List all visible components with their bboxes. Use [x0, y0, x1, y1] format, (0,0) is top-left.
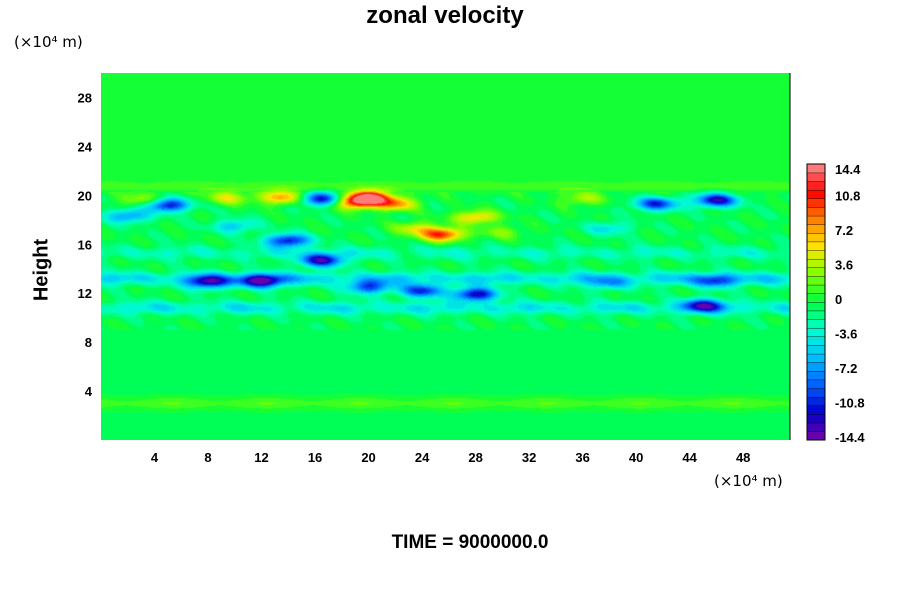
colorbar-swatch-25: [806, 215, 826, 225]
colorbar-swatch-4: [806, 396, 826, 407]
x-tick-label-6: 28: [468, 450, 482, 465]
y-tick-label-5: 24: [78, 139, 93, 154]
heatmap-canvas: [101, 73, 790, 440]
colorbar-frame: [806, 163, 826, 441]
x-tick-label-9: 40: [629, 450, 643, 465]
y-tick-label-6: 28: [78, 90, 92, 105]
colorbar-swatch-8: [806, 362, 826, 372]
chart-title: zonal velocity: [366, 2, 524, 29]
x-tick-label-0: 4: [151, 450, 159, 465]
y-tick-label-1: 8: [85, 335, 92, 350]
colorbar-label-4: 0: [835, 292, 842, 307]
x-axis-unit: (×10⁴ m): [714, 472, 783, 490]
colorbar-swatch-9: [806, 353, 826, 363]
colorbar-swatch-2: [806, 413, 826, 424]
colorbar-swatch-18: [806, 275, 826, 286]
colorbar-swatch-15: [806, 301, 826, 312]
x-tick-label-1: 8: [204, 450, 211, 465]
colorbar-label-5: -3.6: [835, 327, 857, 342]
colorbar-swatch-0: [806, 431, 826, 441]
y-tick-label-4: 20: [78, 188, 92, 203]
colorbar-swatch-6: [806, 379, 826, 389]
colorbar-swatch-14: [806, 310, 826, 320]
colorbar-swatch-12: [806, 327, 826, 338]
colorbar-label-0: 14.4: [835, 162, 861, 177]
x-tick-label-2: 12: [254, 450, 268, 465]
colorbar-swatch-1: [806, 422, 826, 432]
y-axis-unit: (×10⁴ m): [14, 33, 83, 51]
colorbar-swatch-21: [806, 250, 826, 260]
x-tick-label-10: 44: [682, 450, 697, 465]
colorbar-label-3: 3.6: [835, 258, 853, 273]
x-tick-label-7: 32: [522, 450, 536, 465]
colorbar-label-7: -10.8: [835, 396, 865, 411]
colorbar-swatch-29: [806, 181, 826, 191]
colorbar-label-8: -14.4: [835, 430, 865, 445]
colorbar-swatch-11: [806, 336, 826, 346]
colorbar-swatch-5: [806, 388, 826, 398]
colorbar-swatch-10: [806, 344, 826, 355]
x-tick-label-8: 36: [575, 450, 589, 465]
colorbar-label-2: 7.2: [835, 223, 853, 238]
colorbar-swatch-20: [806, 258, 826, 269]
colorbar-swatch-7: [806, 370, 826, 381]
x-tick-label-4: 20: [361, 450, 375, 465]
x-tick-label-11: 48: [736, 450, 750, 465]
colorbar-swatch-17: [806, 284, 826, 294]
y-tick-label-3: 16: [78, 237, 92, 252]
colorbar-swatch-24: [806, 224, 826, 234]
colorbar-swatch-27: [806, 198, 826, 208]
colorbar-swatch-3: [806, 405, 826, 415]
colorbar-swatch-23: [806, 232, 826, 243]
colorbar-swatch-26: [806, 206, 826, 217]
colorbar-swatch-22: [806, 241, 826, 251]
colorbar-swatch-31: [806, 163, 826, 174]
y-tick-labels: 4 8 12 16 20 24 28: [78, 90, 93, 399]
x-tick-label-5: 24: [415, 450, 430, 465]
y-tick-label-2: 12: [78, 286, 92, 301]
colorbar-labels: 14.4 10.8 7.2 3.6 0 -3.6 -7.2 -10.8 -14.4: [835, 162, 865, 445]
colorbar: [806, 163, 826, 441]
colorbar-label-1: 10.8: [835, 189, 860, 204]
colorbar-swatch-13: [806, 319, 826, 329]
colorbar-swatch-30: [806, 172, 826, 182]
x-tick-labels: 4 8 12 16 20 24 28 32 36 40 44 48: [151, 450, 751, 465]
colorbar-label-6: -7.2: [835, 361, 857, 376]
plot-area: [101, 73, 790, 440]
time-label: TIME = 9000000.0: [391, 532, 549, 553]
x-tick-label-3: 16: [308, 450, 322, 465]
colorbar-swatch-19: [806, 267, 826, 277]
colorbar-swatch-16: [806, 293, 826, 303]
colorbar-swatch-28: [806, 189, 826, 200]
y-tick-label-0: 4: [85, 384, 93, 399]
